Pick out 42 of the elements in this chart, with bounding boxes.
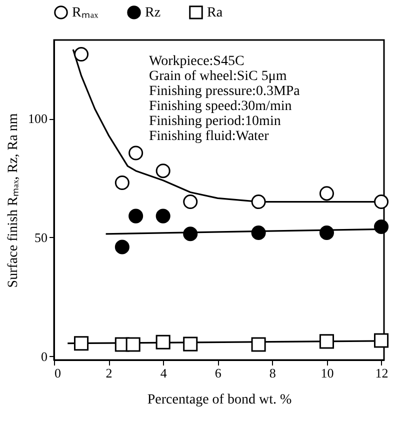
annotation: Finishing fluid:Water: [149, 129, 270, 144]
point: [126, 337, 140, 352]
point: [319, 225, 334, 240]
annotation: Workpiece:S45C: [149, 54, 244, 69]
legend-label: Rₘₐₓ: [72, 5, 100, 20]
point: [374, 194, 389, 210]
x-tick-label: 12: [375, 366, 388, 380]
point: [74, 336, 89, 351]
x-tick-label: 6: [214, 366, 222, 380]
point: [128, 208, 144, 224]
annotation: Finishing pressure:0.3MPa: [149, 84, 301, 99]
y-tick-label: 0: [41, 348, 48, 364]
y-tick-label: 50: [34, 230, 48, 245]
x-tick-label: 8: [269, 366, 276, 380]
point: [183, 336, 198, 352]
point: [251, 194, 266, 210]
x-axis-title: Percentage of bond wt. %: [147, 392, 292, 408]
y-tick-label: 100: [28, 111, 48, 126]
point: [319, 186, 334, 201]
point: [156, 208, 170, 224]
x-tick-label: 2: [106, 366, 112, 380]
point: [319, 334, 334, 349]
point: [374, 333, 389, 348]
point: [251, 337, 266, 352]
annotation: Grain of wheel:SiC 5μm: [149, 69, 287, 84]
x-tick-label: 4: [160, 366, 168, 380]
point: [114, 175, 130, 190]
annotation: Finishing speed:30m/min: [149, 99, 292, 114]
point: [128, 146, 144, 160]
x-tick-label: 10: [320, 366, 334, 380]
point: [183, 194, 198, 210]
y-axis-title: Surface finish Rₘₐₓ, Rz, Ra nm: [6, 113, 21, 288]
annotation: Finishing period:10min: [149, 114, 281, 129]
point: [156, 334, 170, 350]
x-tick-label: 0: [54, 366, 61, 380]
point: [251, 225, 266, 240]
point: [114, 240, 130, 254]
point: [156, 164, 170, 178]
legend-label: Ra: [207, 5, 224, 20]
point: [374, 220, 389, 234]
legend-label: Rz: [145, 5, 161, 20]
point: [183, 226, 198, 242]
